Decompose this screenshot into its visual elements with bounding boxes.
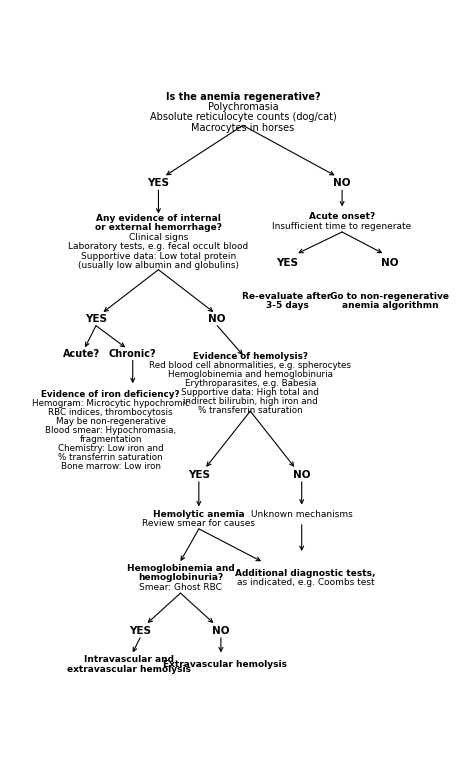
Text: % transferrin saturation: % transferrin saturation <box>58 454 163 462</box>
Text: Supportive data: High total and: Supportive data: High total and <box>182 388 319 397</box>
Text: NO: NO <box>293 470 310 480</box>
Text: NO: NO <box>212 626 229 636</box>
Text: YES: YES <box>129 626 151 636</box>
Text: % transferrin saturation: % transferrin saturation <box>198 406 302 415</box>
Text: Go to non-regenerative: Go to non-regenerative <box>330 291 449 301</box>
Text: as indicated, e.g. Coombs test: as indicated, e.g. Coombs test <box>237 578 374 587</box>
Text: Extravascular hemolysis: Extravascular hemolysis <box>163 660 287 669</box>
Text: Hemogram: Microcytic hypochromic: Hemogram: Microcytic hypochromic <box>32 399 190 408</box>
Text: Any evidence of internal: Any evidence of internal <box>96 214 221 223</box>
Text: Acute onset?: Acute onset? <box>309 212 375 221</box>
Text: Evidence of iron deficiency?: Evidence of iron deficiency? <box>41 389 180 399</box>
Text: YES: YES <box>188 470 210 480</box>
Text: YES: YES <box>85 314 107 324</box>
Text: Unknown mechanisms: Unknown mechanisms <box>251 509 353 519</box>
Text: NO: NO <box>333 178 351 188</box>
Text: Hemoglobinemia and: Hemoglobinemia and <box>127 564 234 573</box>
Text: Intravascular and: Intravascular and <box>84 655 174 664</box>
Text: indirect bilirubin, high iron and: indirect bilirubin, high iron and <box>183 397 318 406</box>
Text: Review smear for causes: Review smear for causes <box>142 519 255 528</box>
Text: NO: NO <box>381 258 399 268</box>
Text: NO: NO <box>209 314 226 324</box>
Text: Smear: Ghost RBC: Smear: Ghost RBC <box>139 583 222 591</box>
Text: Re-evaluate after: Re-evaluate after <box>242 291 332 301</box>
Text: May be non-regenerative: May be non-regenerative <box>56 417 165 426</box>
Text: extravascular hemolysis: extravascular hemolysis <box>67 665 191 673</box>
Text: hemoglobinuria?: hemoglobinuria? <box>138 573 223 582</box>
Text: Additional diagnostic tests,: Additional diagnostic tests, <box>235 568 375 578</box>
Text: YES: YES <box>147 178 169 188</box>
Text: Acute?: Acute? <box>63 349 100 359</box>
Text: Chemistry: Low iron and: Chemistry: Low iron and <box>58 444 164 453</box>
Text: Blood smear: Hypochromasia,: Blood smear: Hypochromasia, <box>45 426 176 435</box>
Text: Hemoglobinemia and hemoglobinuria: Hemoglobinemia and hemoglobinuria <box>168 369 333 379</box>
Text: Is the anemia regenerative?: Is the anemia regenerative? <box>165 93 320 103</box>
Text: Insufficient time to regenerate: Insufficient time to regenerate <box>273 222 412 230</box>
Text: 3-5 days: 3-5 days <box>265 301 309 310</box>
Text: or external hemorrhage?: or external hemorrhage? <box>95 223 222 233</box>
Text: Clinical signs: Clinical signs <box>129 233 188 242</box>
Text: Polychromasia: Polychromasia <box>208 103 278 112</box>
Text: RBC indices, thrombocytosis: RBC indices, thrombocytosis <box>48 408 173 417</box>
Text: Red blood cell abnormalities, e.g. spherocytes: Red blood cell abnormalities, e.g. spher… <box>149 360 351 369</box>
Text: fragmentation: fragmentation <box>80 435 142 444</box>
Text: Hemolytic anemia: Hemolytic anemia <box>153 509 245 519</box>
Text: Erythroparasites, e.g. Babesia: Erythroparasites, e.g. Babesia <box>184 379 316 388</box>
Text: Macrocytes in horses: Macrocytes in horses <box>191 122 294 132</box>
Text: Evidence of hemolysis?: Evidence of hemolysis? <box>193 352 308 360</box>
Text: (usually low albumin and globulins): (usually low albumin and globulins) <box>78 261 239 270</box>
Text: Chronic?: Chronic? <box>109 349 156 359</box>
Text: Bone marrow: Low iron: Bone marrow: Low iron <box>61 462 161 471</box>
Text: Supportive data: Low total protein: Supportive data: Low total protein <box>81 252 236 261</box>
Text: YES: YES <box>276 258 298 268</box>
Text: Laboratory tests, e.g. fecal occult blood: Laboratory tests, e.g. fecal occult bloo… <box>68 243 248 251</box>
Text: Absolute reticulocyte counts (dog/cat): Absolute reticulocyte counts (dog/cat) <box>150 112 336 122</box>
Text: anemia algorithmn: anemia algorithmn <box>342 301 438 310</box>
